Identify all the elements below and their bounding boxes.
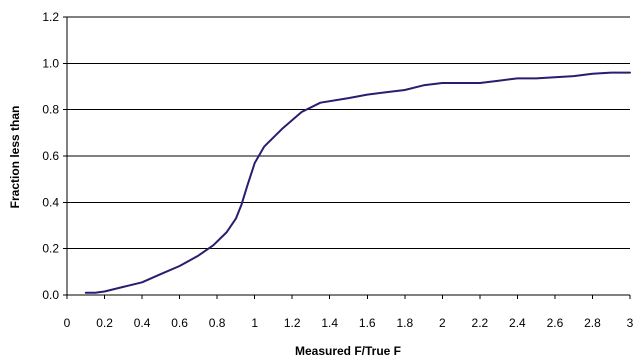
y-tick-label: 0.4 — [42, 195, 59, 209]
axis-layer — [63, 16, 631, 299]
x-tick-label: 2.8 — [584, 316, 601, 330]
y-tick-label: 1.0 — [42, 56, 59, 70]
x-tick-label: 0.4 — [134, 316, 151, 330]
y-tick-label: 0.8 — [42, 103, 59, 117]
x-tick-label: 1.6 — [359, 316, 376, 330]
y-tick-label: 0.6 — [42, 149, 59, 163]
x-tick-label: 1.4 — [321, 316, 338, 330]
x-tick-label: 0.8 — [209, 316, 226, 330]
x-tick-label: 0.2 — [96, 316, 113, 330]
x-axis-title: Measured F/True F — [295, 344, 401, 358]
y-tick-label: 0.2 — [42, 242, 59, 256]
y-tick-label: 1.2 — [42, 10, 59, 24]
series-layer — [84, 71, 631, 294]
y-tick-label: 0.0 — [42, 288, 59, 302]
x-tick-label: 3 — [627, 316, 634, 330]
x-tick-label: 2.4 — [509, 316, 526, 330]
label-layer: 0.0 0.2 0.4 0.6 0.8 1.0 1.2 0 0.2 0.4 0.6 0.8 1 1.2 1.… — [42, 10, 633, 330]
y-axis-title: Fraction less than — [8, 106, 22, 209]
x-tick-label: 2.6 — [547, 316, 564, 330]
x-tick-label: 2 — [439, 316, 446, 330]
series-line — [84, 71, 631, 294]
grid-layer — [67, 16, 630, 250]
x-tick-label: 1.2 — [284, 316, 301, 330]
x-tick-label: 2.2 — [472, 316, 489, 330]
x-tick-label: 0 — [64, 316, 71, 330]
x-tick-label: 1.8 — [396, 316, 413, 330]
x-tick-label: 1 — [251, 316, 258, 330]
x-tick-label: 0.6 — [171, 316, 188, 330]
